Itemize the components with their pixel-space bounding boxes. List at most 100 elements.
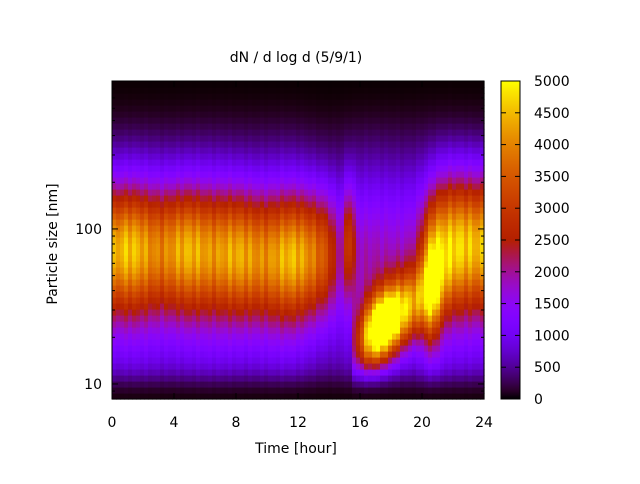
heatmap-cell xyxy=(136,165,141,172)
heatmap-cell xyxy=(388,153,393,160)
heatmap-cell xyxy=(456,135,461,142)
heatmap-cell xyxy=(168,303,173,310)
heatmap-cell xyxy=(224,297,229,304)
heatmap-cell xyxy=(428,351,433,358)
heatmap-cell xyxy=(156,189,161,196)
heatmap-cell xyxy=(172,369,177,376)
heatmap-cell xyxy=(400,267,405,274)
heatmap-cell xyxy=(404,159,409,166)
heatmap-cell xyxy=(356,213,361,220)
heatmap-cell xyxy=(168,93,173,100)
heatmap-cell xyxy=(400,237,405,244)
heatmap-cell xyxy=(432,339,437,346)
heatmap-cell xyxy=(468,315,473,322)
heatmap-cell xyxy=(396,117,401,124)
heatmap-cell xyxy=(136,225,141,232)
heatmap-cell xyxy=(188,177,193,184)
heatmap-cell xyxy=(404,237,409,244)
heatmap-cell xyxy=(324,327,329,334)
heatmap-cell xyxy=(364,309,369,316)
heatmap-cell xyxy=(176,249,181,256)
heatmap-cell xyxy=(400,351,405,358)
heatmap-cell xyxy=(300,225,305,232)
heatmap-cell xyxy=(304,357,309,364)
heatmap-cell xyxy=(404,129,409,136)
heatmap-cell xyxy=(160,141,165,148)
heatmap-cell xyxy=(264,267,269,274)
heatmap-cell xyxy=(368,255,373,262)
heatmap-cell xyxy=(236,381,241,388)
heatmap-cell xyxy=(192,375,197,382)
heatmap-cell xyxy=(440,147,445,154)
heatmap-cell xyxy=(300,159,305,166)
heatmap-cell xyxy=(188,87,193,94)
heatmap-cell xyxy=(360,129,365,136)
heatmap-cell xyxy=(388,99,393,106)
heatmap-cell xyxy=(112,165,117,172)
heatmap-cell xyxy=(192,99,197,106)
heatmap-cell xyxy=(372,183,377,190)
heatmap-cell xyxy=(448,249,453,256)
heatmap-cell xyxy=(216,141,221,148)
heatmap-cell xyxy=(420,273,425,280)
heatmap-cell xyxy=(316,255,321,262)
heatmap-cell xyxy=(476,147,481,154)
heatmap-cell xyxy=(384,369,389,376)
heatmap-cell xyxy=(132,375,137,382)
heatmap-cell xyxy=(276,387,281,394)
heatmap-cell xyxy=(148,81,153,88)
heatmap-cell xyxy=(432,237,437,244)
heatmap-cell xyxy=(152,249,157,256)
heatmap-cell xyxy=(136,303,141,310)
heatmap-cell xyxy=(160,261,165,268)
heatmap-cell xyxy=(344,189,349,196)
heatmap-cell xyxy=(300,123,305,130)
heatmap-cell xyxy=(380,99,385,106)
heatmap-cell xyxy=(472,363,477,370)
heatmap-cell xyxy=(124,201,129,208)
heatmap-cell xyxy=(252,327,257,334)
heatmap-cell xyxy=(220,381,225,388)
heatmap-cell xyxy=(328,243,333,250)
heatmap-cell xyxy=(276,249,281,256)
heatmap-cell xyxy=(244,273,249,280)
heatmap-cell xyxy=(360,123,365,130)
heatmap-cell xyxy=(268,315,273,322)
heatmap-cell xyxy=(148,243,153,250)
heatmap-cell xyxy=(396,339,401,346)
heatmap-cell xyxy=(328,213,333,220)
heatmap-cell xyxy=(272,117,277,124)
heatmap-cell xyxy=(312,267,317,274)
heatmap-cell xyxy=(380,177,385,184)
heatmap-cell xyxy=(316,237,321,244)
heatmap-cell xyxy=(168,237,173,244)
heatmap-cell xyxy=(344,237,349,244)
heatmap-cell xyxy=(268,297,273,304)
heatmap-cell xyxy=(264,243,269,250)
heatmap-cell xyxy=(196,357,201,364)
heatmap-cell xyxy=(384,333,389,340)
heatmap-cell xyxy=(180,243,185,250)
heatmap-cell xyxy=(316,189,321,196)
heatmap-cell xyxy=(428,93,433,100)
heatmap-cell xyxy=(256,339,261,346)
heatmap-cell xyxy=(372,363,377,370)
heatmap-cell xyxy=(156,261,161,268)
heatmap-cell xyxy=(304,87,309,94)
heatmap-cell xyxy=(172,213,177,220)
heatmap-cell xyxy=(116,213,121,220)
heatmap-cell xyxy=(472,333,477,340)
heatmap-cell xyxy=(356,93,361,100)
heatmap-cell xyxy=(300,291,305,298)
heatmap-cell xyxy=(292,135,297,142)
heatmap-cell xyxy=(168,339,173,346)
heatmap-cell xyxy=(304,165,309,172)
heatmap-cell xyxy=(252,267,257,274)
heatmap-cell xyxy=(160,219,165,226)
heatmap-cell xyxy=(280,387,285,394)
heatmap-cell xyxy=(172,285,177,292)
heatmap-cell xyxy=(124,189,129,196)
heatmap-cell xyxy=(360,207,365,214)
heatmap-cell xyxy=(440,249,445,256)
heatmap-cell xyxy=(436,345,441,352)
